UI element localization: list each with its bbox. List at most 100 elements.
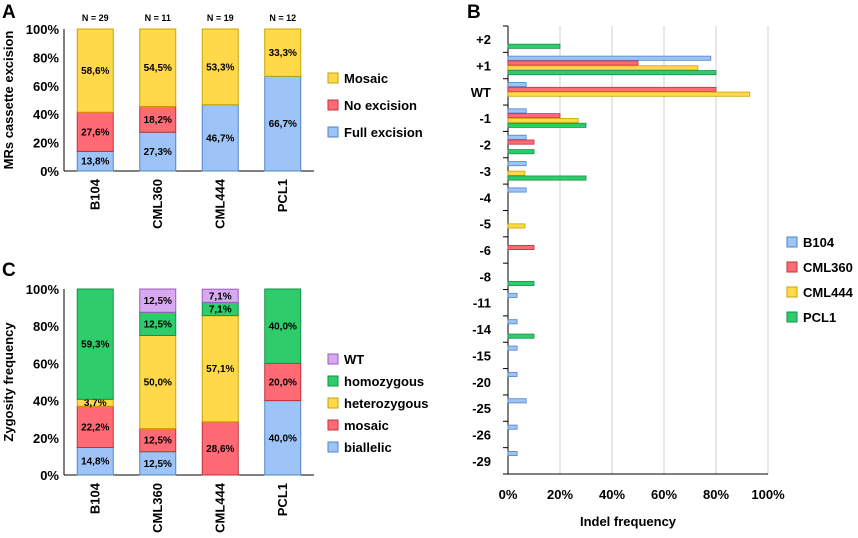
x-tick-label-20: 20% [547,487,573,502]
legend-label-cml360: CML360 [803,260,853,275]
bar-segment-pcl1-homozygous [264,288,302,364]
y-tick-label-80: 80% [33,319,59,334]
data-label-b104-heterozygous: 3,7% [84,398,107,409]
y-tick-label-20: 20% [33,136,59,151]
bar-29-b104 [507,451,518,457]
sample-size-label-cml360: N = 11 [145,13,171,23]
bar-segment-pcl1-mosaic [264,28,302,77]
data-label-b104-no-excision: 27,6% [81,127,109,138]
data-label-b104-mosaic: 58,6% [81,66,109,77]
bar-segment-cml444-mosaic [201,421,239,476]
panel-a-chart: 0% 20% 40% 60% 80% 100% MRs cassette excision 1… [1,13,423,229]
bar-26-b104 [507,424,518,430]
bar-2-pcl1 [507,43,561,49]
bar-segment-pcl1-full-excision [264,75,302,172]
bar-6-cml360 [507,244,535,250]
bar-segment-b104-mosaic [76,405,114,448]
bar-wt-cml444 [507,91,751,97]
y-tick-label-wt: WT [471,85,491,100]
data-label-b104-homozygous: 59,3% [81,340,109,351]
y-tick-label-2: +2 [476,32,491,47]
bar-segment-cml360-heterozygous [139,335,177,429]
bar-segment-cml360-wt [139,288,177,313]
bar-segment-cml444-wt [201,288,239,303]
bar-1-b104 [507,55,712,61]
y-tick-label-1: -1 [479,111,491,126]
data-label-pcl1-biallelic: 40,0% [269,433,297,444]
legend-label-full-excision: Full excision [344,125,423,140]
bar-segment-b104-homozygous [76,288,114,400]
x-tick-label-80: 80% [703,487,729,502]
y-tick-label-5: -5 [479,217,491,232]
bar-segment-b104-biallelic [76,446,114,476]
bar-1-b104 [507,108,527,114]
y-tick-label-100: 100% [26,282,60,297]
x-tick-label-100: 100% [751,487,785,502]
panel-letter-a: A [2,2,16,23]
bar-25-b104 [507,398,527,404]
legend-label-homozygous: homozygous [344,374,424,389]
y-tick-label-60: 60% [33,356,59,371]
y-tick-label-15: -15 [472,348,491,363]
y-tick-label-29: -29 [472,454,491,469]
data-label-b104-mosaic: 22,2% [81,422,109,433]
bar-14-b104 [507,319,518,325]
x-tick-label-cml360: CML360 [150,179,165,229]
bar-2-pcl1 [507,149,535,155]
bar-8-pcl1 [507,280,535,286]
data-label-cml360-heterozygous: 50,0% [144,378,172,389]
y-tick-label-2: -2 [479,138,491,153]
bar-1-cml360 [507,113,561,119]
bar-14-pcl1 [507,333,535,339]
panel-b-chart: 0% 20% 40% 60% 80% 100% Indel frequency +2 +1 WT -… [471,25,854,529]
legend-swatch-pcl1 [786,311,798,323]
legend-label-heterozygous: heterozygous [344,396,429,411]
y-axis-title: MRs cassette excision [1,31,16,170]
bar-1-cml444 [507,118,579,124]
y-tick-label-80: 80% [33,50,59,65]
x-tick-label-60: 60% [651,487,677,502]
legend-label-b104: B104 [803,235,835,250]
data-label-cml360-wt: 12,5% [144,296,172,307]
legend-swatch-full-excision [327,126,339,138]
bar-5-cml444 [507,223,526,229]
panel-letter-b: B [467,2,481,23]
data-label-pcl1-homozygous: 40,0% [269,322,297,333]
bar-11-b104 [507,292,518,298]
data-label-cml444-wt: 7,1% [209,291,232,302]
y-tick-label-11: -11 [473,296,491,311]
legend-label-wt: WT [344,352,364,367]
bar-wt-b104 [507,82,527,88]
sample-size-label-b104: N = 29 [82,13,109,23]
bar-3-cml444 [507,170,526,176]
legend-swatch-mosaic [327,72,339,84]
bar-segment-cml444-mosaic [201,28,239,106]
data-label-cml444-homozygous: 7,1% [209,304,232,315]
bar-2-cml360 [507,139,535,145]
x-tick-label-cml444: CML444 [212,482,227,533]
bar-segment-cml444-heterozygous [201,315,239,423]
legend-swatch-cml360 [786,261,798,273]
y-tick-label-40: 40% [33,107,59,122]
y-tick-label-20: -20 [472,375,491,390]
data-label-cml360-mosaic: 12,5% [144,436,172,447]
x-tick-label-40: 40% [599,487,625,502]
bar-1-pcl1 [507,122,587,128]
data-label-b104-biallelic: 14,8% [81,457,109,468]
legend-label-cml444: CML444 [803,285,854,300]
sample-size-label-pcl1: N = 12 [269,13,296,23]
sample-size-label-cml444: N = 19 [207,13,234,23]
x-tick-label-cml444: CML444 [212,178,227,229]
y-tick-label-3: -3 [479,164,491,179]
bar-segment-pcl1-mosaic [264,362,302,402]
bar-15-b104 [507,345,518,351]
y-tick-label-0: 0% [40,468,59,483]
data-label-cml360-homozygous: 12,5% [144,319,172,330]
y-axis-title: Zygosity frequency [1,322,16,442]
x-tick-label-cml360: CML360 [150,483,165,533]
y-tick-label-40: 40% [33,394,59,409]
data-label-pcl1-mosaic: 33,3% [269,48,297,59]
data-label-cml444-full-excision: 46,7% [206,133,234,144]
data-label-cml360-biallelic: 12,5% [144,459,172,470]
